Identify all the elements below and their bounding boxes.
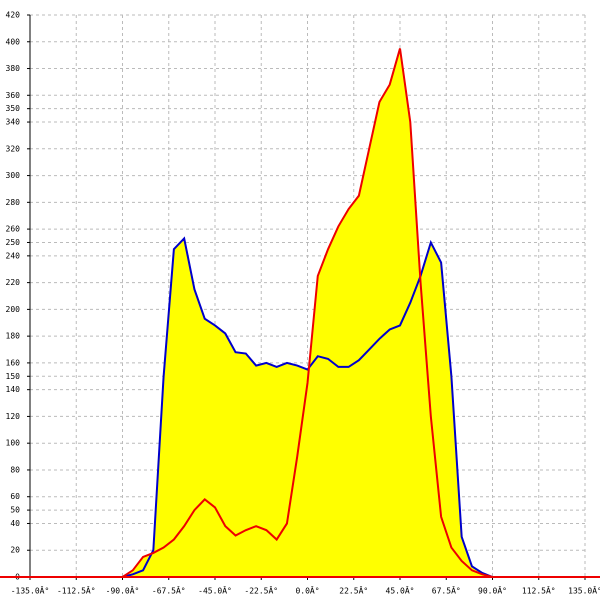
y-tick-label: 100 xyxy=(6,439,21,448)
series-line xyxy=(122,236,493,578)
y-tick-label: 350 xyxy=(6,104,21,113)
y-tick-label: 340 xyxy=(6,118,21,127)
y-tick-label: 380 xyxy=(6,64,21,73)
y-tick-label: 160 xyxy=(6,358,21,367)
x-tick-label: 45.0Â° xyxy=(386,585,415,596)
series-line xyxy=(121,48,493,578)
y-tick-label: 140 xyxy=(6,385,21,394)
y-tick-label: 80 xyxy=(10,465,20,474)
y-tick-label: 250 xyxy=(6,238,21,247)
area-fill xyxy=(122,48,493,577)
y-tick-label: 60 xyxy=(10,492,20,501)
y-tick-label: 420 xyxy=(6,11,21,20)
y-tick-label: 280 xyxy=(6,198,21,207)
y-tick-label: 20 xyxy=(10,546,20,555)
y-tick-label: 300 xyxy=(6,171,21,180)
x-tick-label: 22.5Â° xyxy=(339,585,368,596)
y-tick-label: 40 xyxy=(10,519,20,528)
y-tick-label: 180 xyxy=(6,332,21,341)
x-tick-label: -22.5Â° xyxy=(244,585,278,596)
y-tick-label: 50 xyxy=(10,506,20,515)
y-tick-label: 150 xyxy=(6,372,21,381)
y-tick-label: 260 xyxy=(6,225,21,234)
y-tick-label: 200 xyxy=(6,305,21,314)
y-tick-label: 320 xyxy=(6,144,21,153)
x-tick-label: -45.0Â° xyxy=(198,585,232,596)
x-tick-label: 67.5Â° xyxy=(432,585,461,596)
y-tick-label: 360 xyxy=(6,91,21,100)
x-tick-label: 90.0Â° xyxy=(478,585,507,596)
x-tick-label: -67.5Â° xyxy=(152,585,186,596)
x-tick-label: 135.0Â° xyxy=(568,585,600,596)
x-tick-label: 0.0Â° xyxy=(295,585,319,596)
x-tick-label: 112.5Â° xyxy=(522,585,556,596)
x-tick-label: -90.0Â° xyxy=(106,585,140,596)
x-tick-label: -135.0Â° xyxy=(11,585,50,596)
y-tick-label: 240 xyxy=(6,251,21,260)
y-tick-label: 400 xyxy=(6,37,21,46)
y-tick-label: 120 xyxy=(6,412,21,421)
x-tick-label: -112.5Â° xyxy=(57,585,96,596)
y-tick-label: 220 xyxy=(6,278,21,287)
